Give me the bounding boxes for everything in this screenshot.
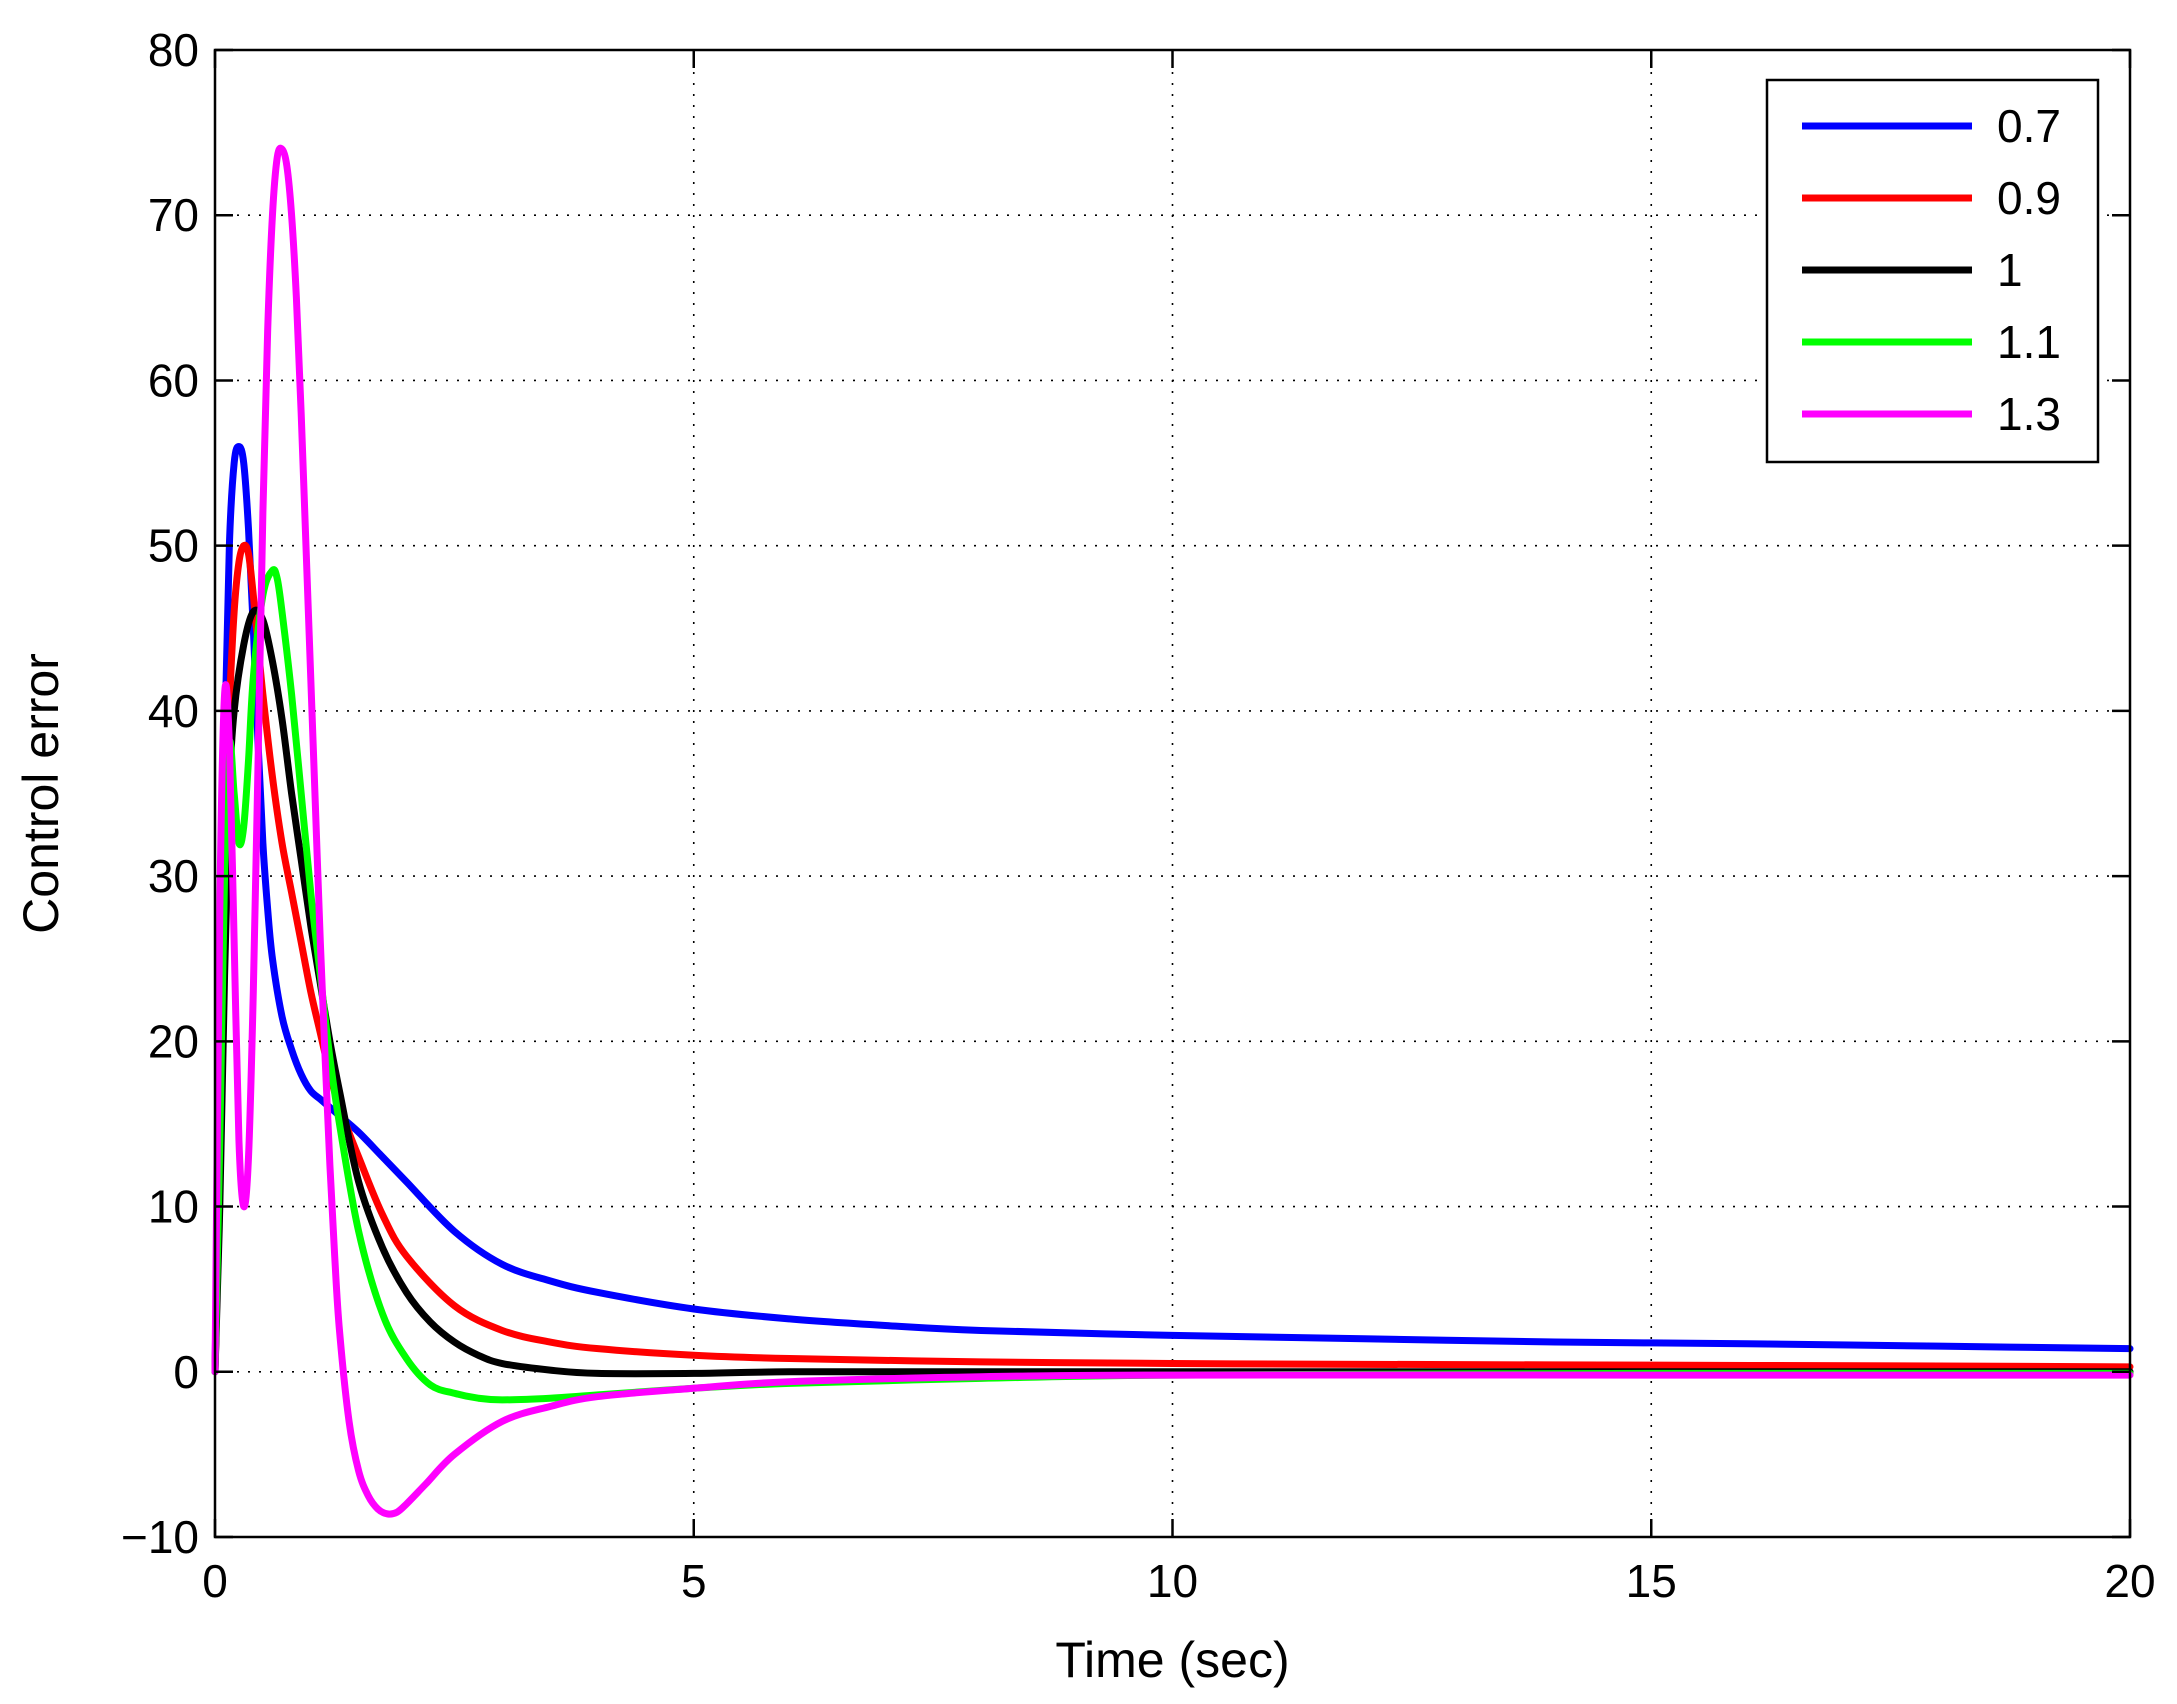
legend: 0.7 0.9 1 1.1 1.3 xyxy=(1765,78,2100,464)
legend-label-3: 1.1 xyxy=(1997,316,2061,368)
y-tick-label: 70 xyxy=(148,189,199,241)
series-line-4 xyxy=(211,144,2134,1518)
y-tick-label: 80 xyxy=(148,24,199,76)
plot-series xyxy=(211,144,2134,1518)
legend-label-2: 1 xyxy=(1997,244,2023,296)
y-tick-label: 50 xyxy=(148,520,199,572)
y-tick-label: 40 xyxy=(148,685,199,737)
y-tick-label: 10 xyxy=(148,1181,199,1233)
legend-label-4: 1.3 xyxy=(1997,388,2061,440)
series-line-0 xyxy=(211,443,2134,1376)
y-tick-label: 0 xyxy=(173,1346,199,1398)
y-tick-label: 60 xyxy=(148,354,199,406)
x-tick-label: 15 xyxy=(1626,1555,1677,1607)
x-tick-label: 5 xyxy=(681,1555,707,1607)
x-tick-label: 0 xyxy=(202,1555,228,1607)
y-axis-label: Control error xyxy=(13,653,69,934)
x-tick-label: 10 xyxy=(1147,1555,1198,1607)
legend-label-1: 0.9 xyxy=(1997,172,2061,224)
y-tick-label: 30 xyxy=(148,850,199,902)
axis-ticks xyxy=(213,48,2132,1539)
x-tick-label: 20 xyxy=(2104,1555,2155,1607)
y-tick-label: 20 xyxy=(148,1015,199,1067)
x-axis-label: Time (sec) xyxy=(1055,1632,1289,1688)
y-tick-label: −10 xyxy=(121,1511,199,1563)
series-line-2 xyxy=(211,606,2134,1378)
legend-label-0: 0.7 xyxy=(1997,100,2061,152)
